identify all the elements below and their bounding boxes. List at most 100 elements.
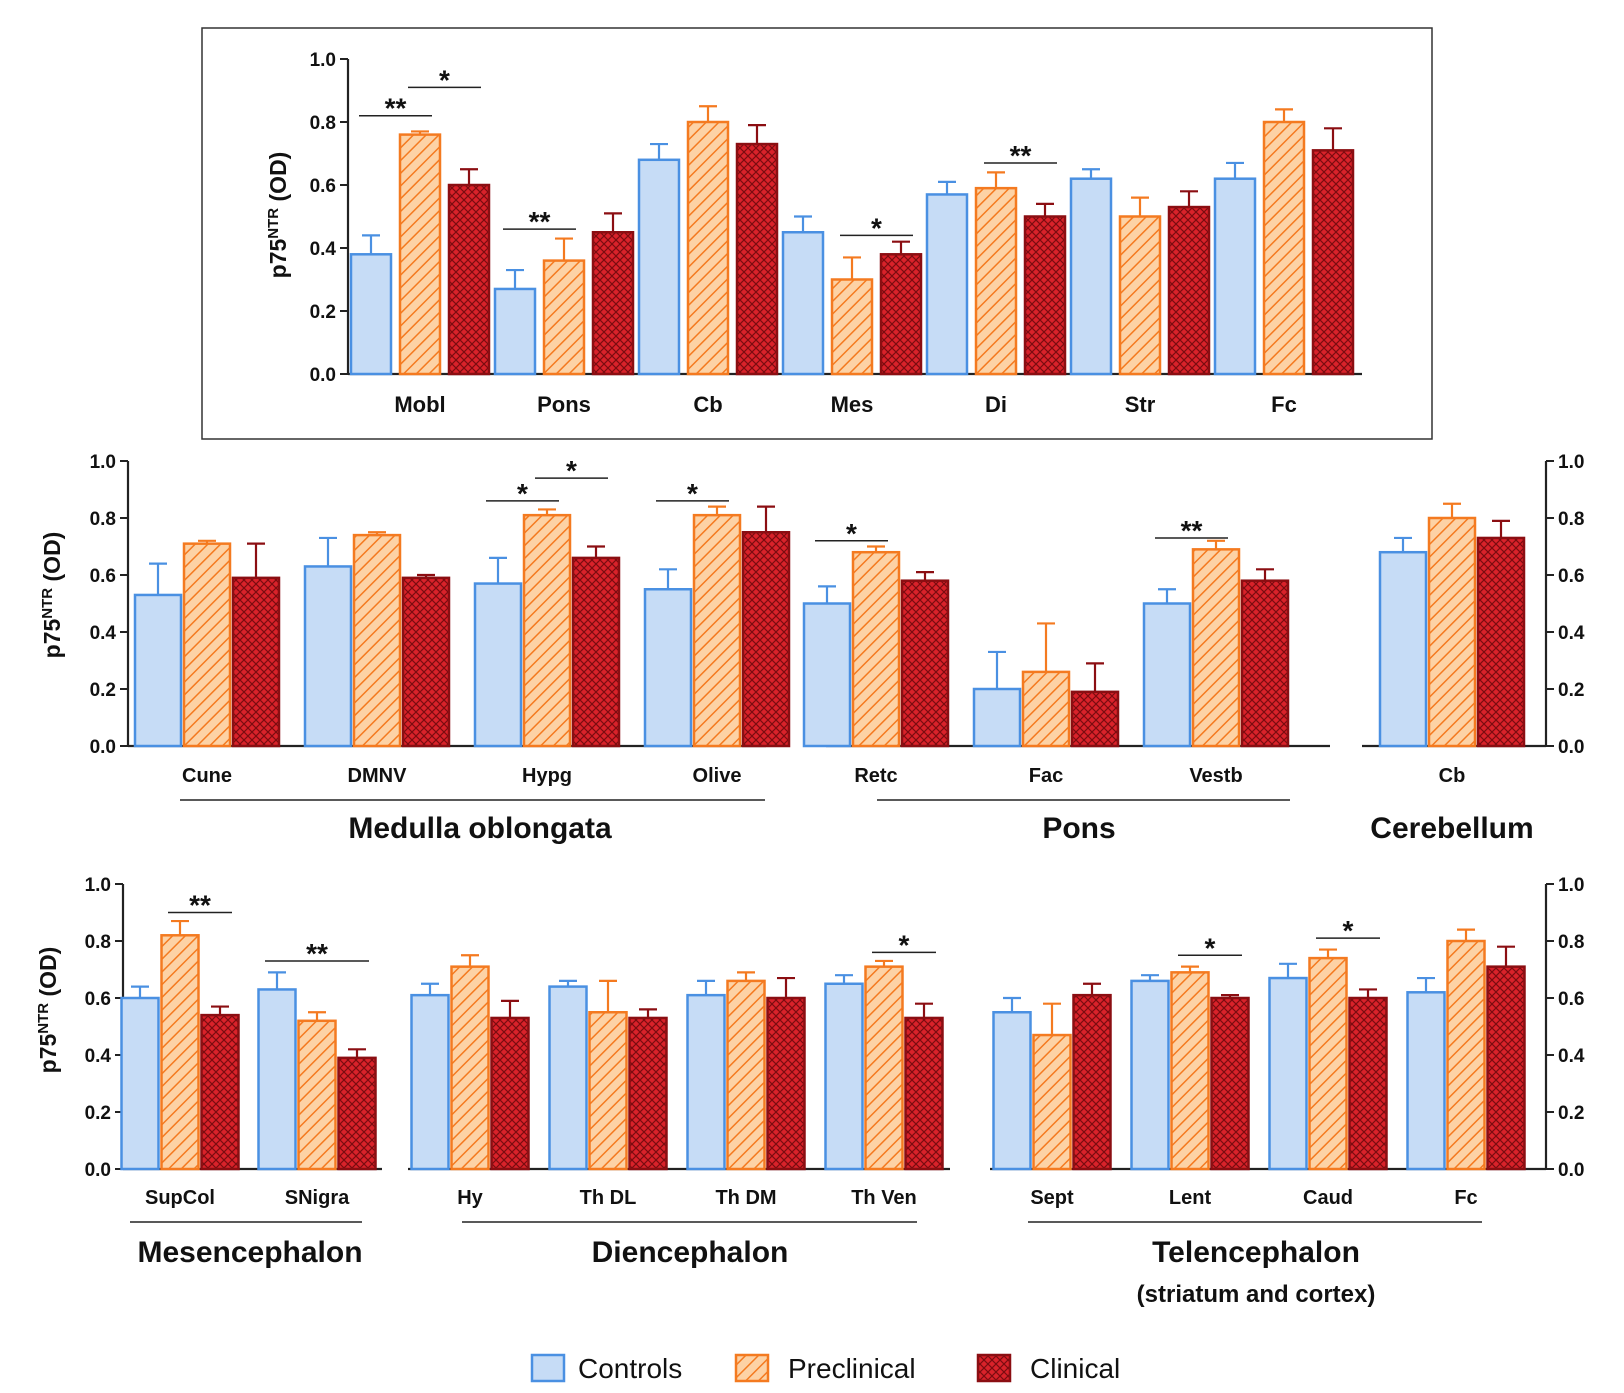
telencephalon-y-tick-label: 1.0 (1558, 875, 1584, 896)
medulla-y-tick-label: 0.2 (90, 680, 116, 701)
legend: Controls Preclinical Clinical (530, 1353, 1120, 1384)
telencephalon-bar-clinical (1348, 996, 1388, 1171)
cerebellum-y-tick-label: 1.0 (1558, 452, 1584, 473)
overview-bar-controls (493, 287, 537, 376)
diencephalon-region-label: Diencephalon (592, 1236, 789, 1269)
overview-y-tick-label: 0.6 (310, 176, 336, 197)
diencephalon-category-label: Th DM (715, 1187, 776, 1209)
medulla-y-tick-label: 0.0 (90, 737, 116, 758)
pons-bar-preclinical (1021, 670, 1071, 748)
overview-y-tick-label: 0.0 (310, 365, 336, 386)
pons-category-label: Retc (854, 765, 897, 787)
medulla-category-label: Olive (693, 765, 742, 787)
overview-category-label: Di (985, 392, 1007, 417)
legend-swatch-clinical (976, 1353, 1012, 1383)
telencephalon-bar-preclinical (1308, 956, 1348, 1171)
telencephalon-bar-controls (1130, 979, 1170, 1171)
medulla-chart: 0.0 0.2 0.4 0.6 0.8 1.0 p75NTR (OD) Cune DMNV Hyp… (39, 452, 791, 787)
telencephalon-y-tick-label: 0.6 (1558, 989, 1584, 1010)
overview-y-tick-label: 0.8 (310, 113, 336, 134)
telencephalon-y-tick-label: 0.2 (1558, 1103, 1584, 1124)
medulla-category-label: Cune (182, 765, 232, 787)
diencephalon-chart: Hy Th DL Th DM Th Ven * (408, 929, 950, 1209)
pons-bar-clinical (1070, 690, 1120, 748)
legend-label-clinical: Clinical (1030, 1353, 1120, 1384)
overview-category-label: Mes (831, 392, 874, 417)
medulla-bar-clinical (741, 531, 791, 748)
telencephalon-bar-clinical (1072, 993, 1112, 1171)
telencephalon-bar-preclinical (1446, 939, 1486, 1171)
telencephalon-significance-marker: * (1343, 915, 1354, 946)
medulla-significance-marker: * (687, 478, 698, 509)
cerebellum-bar-clinical (1476, 536, 1526, 748)
cerebellum-category-label: Cb (1439, 765, 1466, 787)
overview-frame (201, 27, 1433, 440)
medulla-bar-clinical (401, 576, 451, 748)
medulla-bar-controls (643, 588, 693, 748)
pons-category-label: Vestb (1189, 765, 1242, 787)
cerebellum-y-tick-label: 0.6 (1558, 566, 1584, 587)
medulla-bar-clinical (231, 576, 281, 748)
pons-significance-marker: * (846, 518, 857, 549)
legend-swatch-controls (530, 1353, 566, 1383)
diencephalon-bar-clinical (766, 996, 806, 1171)
mesencephalon-bar-controls (120, 996, 160, 1171)
medulla-y-tick-label: 1.0 (90, 452, 116, 473)
telencephalon-significance-marker: * (1205, 932, 1216, 963)
overview-significance-marker: * (439, 64, 450, 95)
diencephalon-bar-clinical (628, 1016, 668, 1171)
telencephalon-bar-controls (1268, 976, 1308, 1171)
telencephalon-region-sublabel: (striatum and cortex) (1137, 1281, 1376, 1308)
pons-bar-clinical (1240, 579, 1290, 748)
cerebellum-y-tick-label: 0.0 (1558, 737, 1584, 758)
overview-bar-preclinical (1262, 120, 1306, 376)
medulla-bar-preclinical (522, 513, 572, 748)
mesencephalon-category-label: SupCol (145, 1187, 215, 1209)
diencephalon-bar-controls (548, 985, 588, 1171)
telencephalon-category-label: Caud (1303, 1187, 1353, 1209)
overview-bar-preclinical (1118, 215, 1162, 376)
mesencephalon-bar-preclinical (160, 934, 200, 1171)
telencephalon-bar-preclinical (1170, 971, 1210, 1171)
pons-bar-controls (802, 602, 852, 748)
medulla-bar-controls (303, 565, 353, 748)
overview-bar-clinical (447, 183, 491, 376)
telencephalon-bar-clinical (1210, 996, 1250, 1171)
medulla-bar-preclinical (692, 513, 742, 748)
overview-category-label: Pons (537, 392, 591, 417)
legend-label-controls: Controls (578, 1353, 682, 1384)
overview-y-axis-label: p75NTR (OD) (265, 152, 292, 279)
cerebellum-chart: 0.0 0.2 0.4 0.6 0.8 1.0 Cb (1362, 452, 1585, 787)
medulla-region-label: Medulla oblongata (348, 812, 612, 845)
overview-bar-preclinical (686, 120, 730, 376)
medulla-bar-clinical (571, 556, 621, 748)
mesencephalon-y-tick-label: 0.6 (85, 989, 111, 1010)
cerebellum-y-tick-label: 0.2 (1558, 680, 1584, 701)
telencephalon-bar-controls (992, 1011, 1032, 1171)
mesencephalon-bar-preclinical (297, 1019, 337, 1171)
diencephalon-bar-clinical (490, 1016, 530, 1171)
telencephalon-category-label: Fc (1454, 1187, 1477, 1209)
mesencephalon-y-axis-label: p75NTR (OD) (35, 947, 62, 1074)
diencephalon-bar-preclinical (726, 979, 766, 1171)
mesencephalon-bar-clinical (337, 1056, 377, 1171)
overview-bar-clinical (591, 231, 635, 376)
pons-category-label: Fac (1029, 765, 1063, 787)
diencephalon-category-label: Th Ven (851, 1187, 917, 1209)
medulla-category-label: Hypg (522, 765, 572, 787)
cerebellum-bar-controls (1378, 550, 1428, 748)
overview-y-tick-label: 0.2 (310, 302, 336, 323)
telencephalon-category-label: Lent (1169, 1187, 1212, 1209)
medulla-category-label: DMNV (348, 765, 408, 787)
medulla-significance-marker: * (517, 478, 528, 509)
medulla-bar-controls (133, 593, 183, 748)
mesencephalon-y-tick-label: 0.8 (85, 932, 111, 953)
overview-bar-controls (1069, 177, 1113, 376)
overview-bar-clinical (735, 142, 779, 376)
diencephalon-bar-preclinical (450, 965, 490, 1171)
medulla-bar-preclinical (352, 533, 402, 748)
mesencephalon-significance-marker: ** (306, 938, 328, 969)
diencephalon-bar-preclinical (864, 965, 904, 1171)
diencephalon-bar-clinical (904, 1016, 944, 1171)
